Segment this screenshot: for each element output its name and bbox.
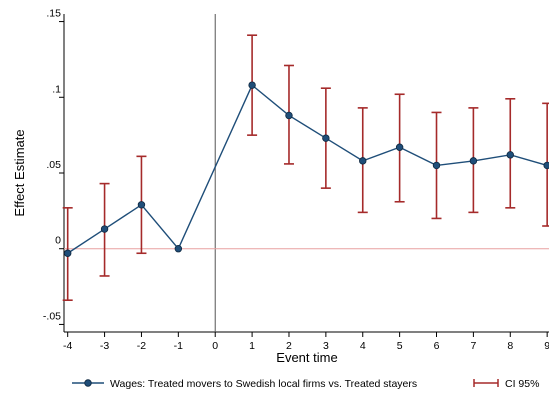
data-point bbox=[248, 81, 256, 89]
data-point bbox=[137, 201, 146, 209]
data-point bbox=[432, 161, 441, 170]
y-tick-label: 0 bbox=[55, 235, 61, 247]
data-point bbox=[100, 225, 109, 233]
legend-series-label: Wages: Treated movers to Swedish local f… bbox=[110, 378, 417, 390]
confidence-intervals bbox=[62, 34, 549, 302]
x-ticks: -4 -3 -2 -1 0 1 2 3 4 5 6 7 8 9 bbox=[63, 332, 549, 352]
y-ticks: -.05 0 .05 .1 .15 bbox=[43, 8, 64, 325]
x-tick-label: 4 bbox=[360, 340, 366, 352]
x-tick-label: 1 bbox=[249, 340, 255, 352]
x-tick-label: 9 bbox=[544, 340, 549, 352]
reference-lines bbox=[64, 14, 549, 332]
x-tick-label: -4 bbox=[63, 340, 72, 352]
y-tick-label: -.05 bbox=[43, 310, 61, 322]
data-point bbox=[359, 157, 367, 165]
x-tick-label: 2 bbox=[286, 340, 292, 352]
y-tick-label: .1 bbox=[52, 83, 61, 95]
data-point bbox=[285, 111, 293, 120]
x-tick-label: 3 bbox=[323, 340, 329, 352]
data-point bbox=[395, 143, 404, 151]
data-point bbox=[322, 134, 330, 142]
data-point bbox=[469, 157, 478, 165]
x-tick-label: 5 bbox=[397, 340, 403, 352]
axes bbox=[63, 14, 549, 333]
x-tick-label: -2 bbox=[137, 340, 146, 352]
legend: Wages: Treated movers to Swedish local f… bbox=[72, 378, 539, 390]
data-point bbox=[506, 151, 514, 159]
x-tick-label: 0 bbox=[212, 340, 218, 352]
y-tick-label: .15 bbox=[46, 8, 61, 20]
x-tick-label: -3 bbox=[100, 340, 109, 352]
x-tick-label: -1 bbox=[174, 340, 183, 352]
series bbox=[63, 81, 549, 257]
series-line bbox=[67, 84, 548, 254]
data-point bbox=[543, 161, 549, 170]
x-axis-label: Event time bbox=[276, 350, 337, 365]
x-tick-label: 6 bbox=[434, 340, 440, 352]
legend-series-marker bbox=[84, 379, 92, 387]
y-tick-label: .05 bbox=[46, 159, 61, 171]
y-axis-label: Effect Estimate bbox=[12, 129, 27, 216]
legend-ci-label: CI 95% bbox=[505, 378, 539, 390]
x-tick-label: 7 bbox=[470, 340, 476, 352]
x-tick-label: 8 bbox=[507, 340, 513, 352]
data-point bbox=[63, 249, 72, 257]
data-point bbox=[174, 245, 183, 253]
